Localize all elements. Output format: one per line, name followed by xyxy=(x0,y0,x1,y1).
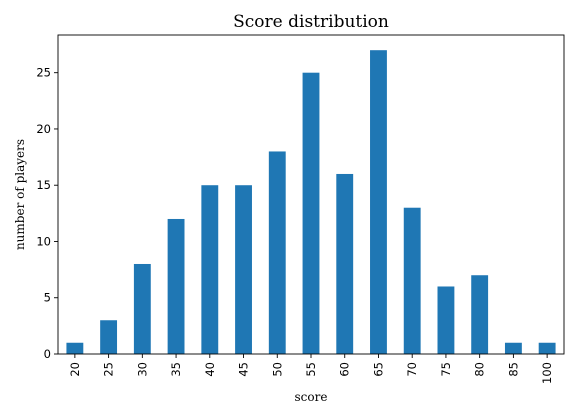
x-tick-label: 65 xyxy=(371,362,385,377)
x-tick-label: 75 xyxy=(439,362,453,377)
x-tick-label: 55 xyxy=(304,362,318,377)
bar-70 xyxy=(403,207,421,354)
bar-20 xyxy=(66,342,84,354)
x-axis-label: score xyxy=(295,390,328,404)
x-tick-label: 20 xyxy=(68,362,82,377)
y-tick-label: 25 xyxy=(36,66,51,80)
x-tick-label: 25 xyxy=(102,362,116,377)
y-axis-label: number of players xyxy=(13,139,27,250)
bar-25 xyxy=(100,320,118,354)
bar-45 xyxy=(235,185,252,354)
y-tick-label: 0 xyxy=(44,347,51,361)
bar-80 xyxy=(471,275,489,354)
x-tick-label: 45 xyxy=(237,362,251,377)
y-tick-label: 20 xyxy=(36,122,51,136)
bar-55 xyxy=(302,72,320,354)
bar-30 xyxy=(133,263,151,354)
chart-title: Score distribution xyxy=(233,12,389,32)
plot-frame xyxy=(57,34,565,355)
y-tick-label: 10 xyxy=(36,234,51,248)
x-tick-label: 40 xyxy=(203,362,217,377)
x-tick-label: 70 xyxy=(405,362,419,377)
bar-85 xyxy=(504,342,522,354)
x-tick-label: 35 xyxy=(169,362,183,377)
bar-75 xyxy=(437,286,455,354)
x-tick-label: 80 xyxy=(473,362,487,377)
bar-100 xyxy=(538,342,556,354)
bar-40 xyxy=(201,185,219,354)
bars xyxy=(66,50,556,354)
y-tick-label: 15 xyxy=(36,178,51,192)
y-tick-label: 5 xyxy=(44,291,51,305)
bar-35 xyxy=(167,218,185,354)
x-tick-label: 85 xyxy=(506,362,520,377)
bar-50 xyxy=(268,151,286,354)
x-tick-label: 50 xyxy=(270,362,284,377)
bar-65 xyxy=(370,50,387,354)
x-tick-label: 30 xyxy=(135,362,149,377)
y-axis: 0 5 10 15 20 25 xyxy=(36,66,58,361)
x-tick-label: 100 xyxy=(540,362,554,384)
x-tick-label: 60 xyxy=(338,362,352,377)
bar-60 xyxy=(336,173,354,354)
x-axis: 20 25 30 35 40 45 50 55 60 65 70 75 80 85 100 xyxy=(68,354,554,384)
